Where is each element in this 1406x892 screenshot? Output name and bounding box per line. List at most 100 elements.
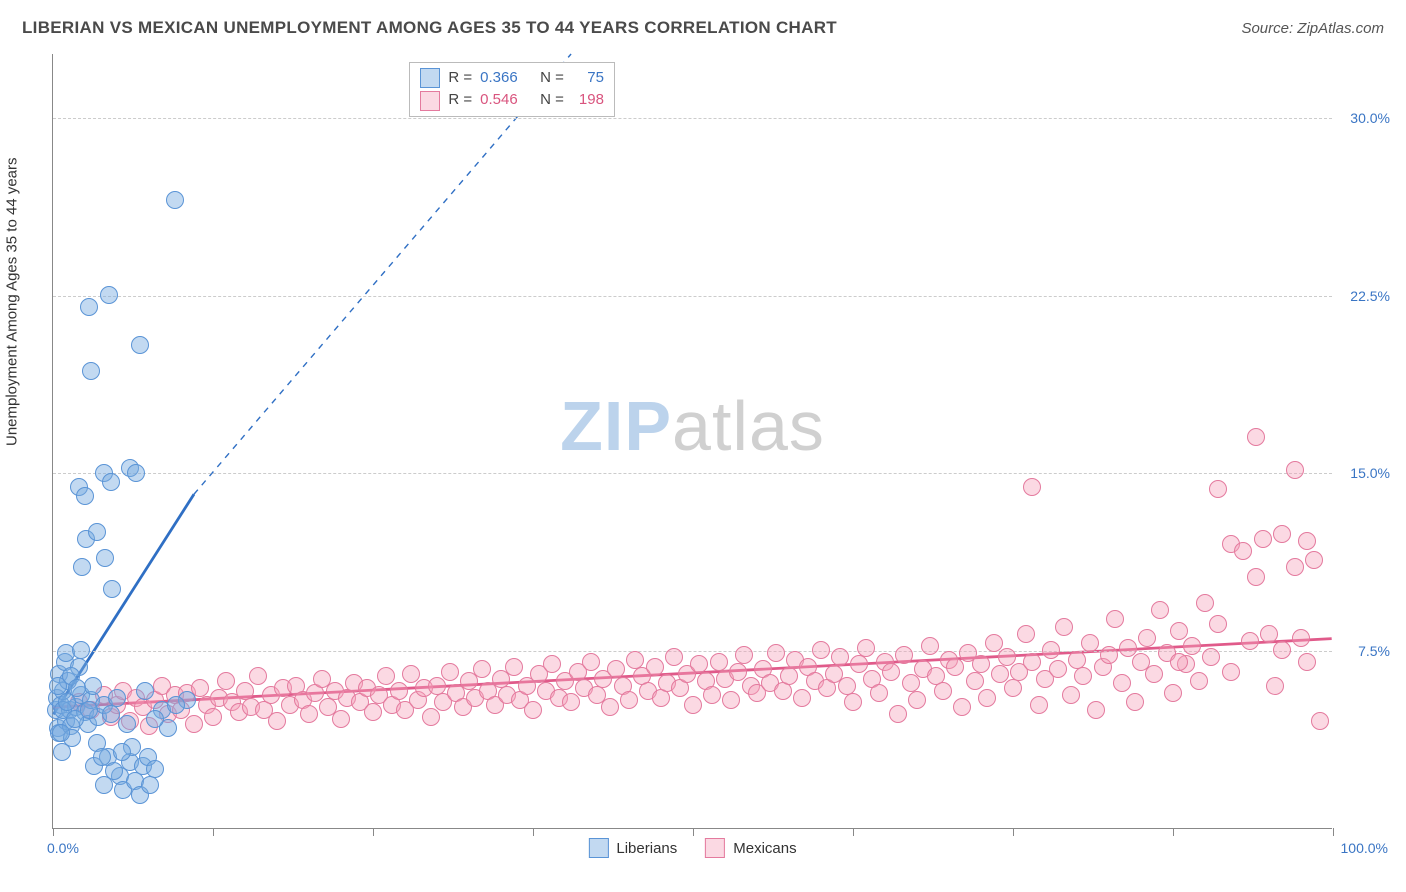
r-value: 0.366 xyxy=(480,67,532,90)
marker-mexicans xyxy=(620,691,638,709)
marker-liberians xyxy=(95,776,113,794)
marker-mexicans xyxy=(1068,651,1086,669)
marker-mexicans xyxy=(946,658,964,676)
marker-liberians xyxy=(82,362,100,380)
marker-liberians xyxy=(131,336,149,354)
marker-liberians xyxy=(146,760,164,778)
gridline xyxy=(53,651,1332,652)
x-tick xyxy=(693,828,694,836)
marker-mexicans xyxy=(1196,594,1214,612)
marker-mexicans xyxy=(1081,634,1099,652)
marker-liberians xyxy=(141,776,159,794)
marker-mexicans xyxy=(1260,625,1278,643)
plot-area: ZIPatlas R = 0.366N = 75R = 0.546N = 198… xyxy=(52,54,1332,829)
stats-row: R = 0.366 N = 75 xyxy=(420,67,604,90)
gridline xyxy=(53,296,1332,297)
marker-liberians xyxy=(108,689,126,707)
x-tick xyxy=(213,828,214,836)
marker-mexicans xyxy=(1017,625,1035,643)
marker-mexicans xyxy=(1298,653,1316,671)
marker-mexicans xyxy=(473,660,491,678)
n-label: N = xyxy=(540,67,564,90)
marker-mexicans xyxy=(978,689,996,707)
y-tick-label: 30.0% xyxy=(1340,110,1390,126)
marker-mexicans xyxy=(1241,632,1259,650)
marker-mexicans xyxy=(767,644,785,662)
marker-mexicans xyxy=(1100,646,1118,664)
marker-mexicans xyxy=(934,682,952,700)
x-tick xyxy=(373,828,374,836)
marker-mexicans xyxy=(921,637,939,655)
marker-mexicans xyxy=(1273,641,1291,659)
marker-mexicans xyxy=(1145,665,1163,683)
x-tick xyxy=(53,828,54,836)
marker-liberians xyxy=(167,696,185,714)
marker-liberians xyxy=(80,701,98,719)
marker-mexicans xyxy=(966,672,984,690)
marker-liberians xyxy=(93,748,111,766)
marker-mexicans xyxy=(889,705,907,723)
marker-liberians xyxy=(68,679,86,697)
marker-liberians xyxy=(127,464,145,482)
n-value: 75 xyxy=(572,67,604,90)
marker-liberians xyxy=(96,549,114,567)
marker-liberians xyxy=(118,715,136,733)
legend-label: Liberians xyxy=(616,840,677,857)
marker-mexicans xyxy=(1209,615,1227,633)
marker-mexicans xyxy=(1062,686,1080,704)
marker-liberians xyxy=(166,191,184,209)
marker-mexicans xyxy=(1247,428,1265,446)
legend-label: Mexicans xyxy=(733,840,796,857)
legend-item: Mexicans xyxy=(705,838,796,858)
marker-liberians xyxy=(80,298,98,316)
marker-mexicans xyxy=(1266,677,1284,695)
marker-liberians xyxy=(136,682,154,700)
legend-item: Liberians xyxy=(588,838,677,858)
x-tick xyxy=(853,828,854,836)
watermark-zip: ZIP xyxy=(560,387,672,465)
source-label: Source: ZipAtlas.com xyxy=(1241,20,1384,37)
marker-mexicans xyxy=(601,698,619,716)
marker-mexicans xyxy=(1126,693,1144,711)
marker-mexicans xyxy=(332,710,350,728)
marker-mexicans xyxy=(1254,530,1272,548)
marker-mexicans xyxy=(268,712,286,730)
marker-mexicans xyxy=(882,663,900,681)
marker-mexicans xyxy=(217,672,235,690)
marker-mexicans xyxy=(844,693,862,711)
marker-liberians xyxy=(52,724,70,742)
marker-mexicans xyxy=(1183,637,1201,655)
marker-liberians xyxy=(102,705,120,723)
y-tick-label: 7.5% xyxy=(1340,643,1390,659)
marker-mexicans xyxy=(249,667,267,685)
swatch-blue-icon xyxy=(588,838,608,858)
marker-liberians xyxy=(72,641,90,659)
marker-mexicans xyxy=(870,684,888,702)
marker-liberians xyxy=(73,558,91,576)
marker-mexicans xyxy=(1023,478,1041,496)
r-value: 0.546 xyxy=(480,89,532,112)
swatch-pink-icon xyxy=(705,838,725,858)
marker-mexicans xyxy=(428,677,446,695)
r-label: R = xyxy=(448,67,472,90)
marker-mexicans xyxy=(422,708,440,726)
x-max-label: 100.0% xyxy=(1341,840,1388,856)
marker-mexicans xyxy=(1234,542,1252,560)
gridline xyxy=(53,118,1332,119)
swatch-blue-icon xyxy=(420,68,440,88)
marker-mexicans xyxy=(684,696,702,714)
marker-liberians xyxy=(102,473,120,491)
marker-mexicans xyxy=(185,715,203,733)
marker-mexicans xyxy=(953,698,971,716)
r-label: R = xyxy=(448,89,472,112)
watermark: ZIPatlas xyxy=(560,386,825,466)
marker-mexicans xyxy=(441,663,459,681)
marker-mexicans xyxy=(1004,679,1022,697)
n-label: N = xyxy=(540,89,564,112)
marker-mexicans xyxy=(1113,674,1131,692)
marker-mexicans xyxy=(1138,629,1156,647)
marker-mexicans xyxy=(1042,641,1060,659)
marker-mexicans xyxy=(1292,629,1310,647)
marker-liberians xyxy=(103,580,121,598)
marker-mexicans xyxy=(236,682,254,700)
